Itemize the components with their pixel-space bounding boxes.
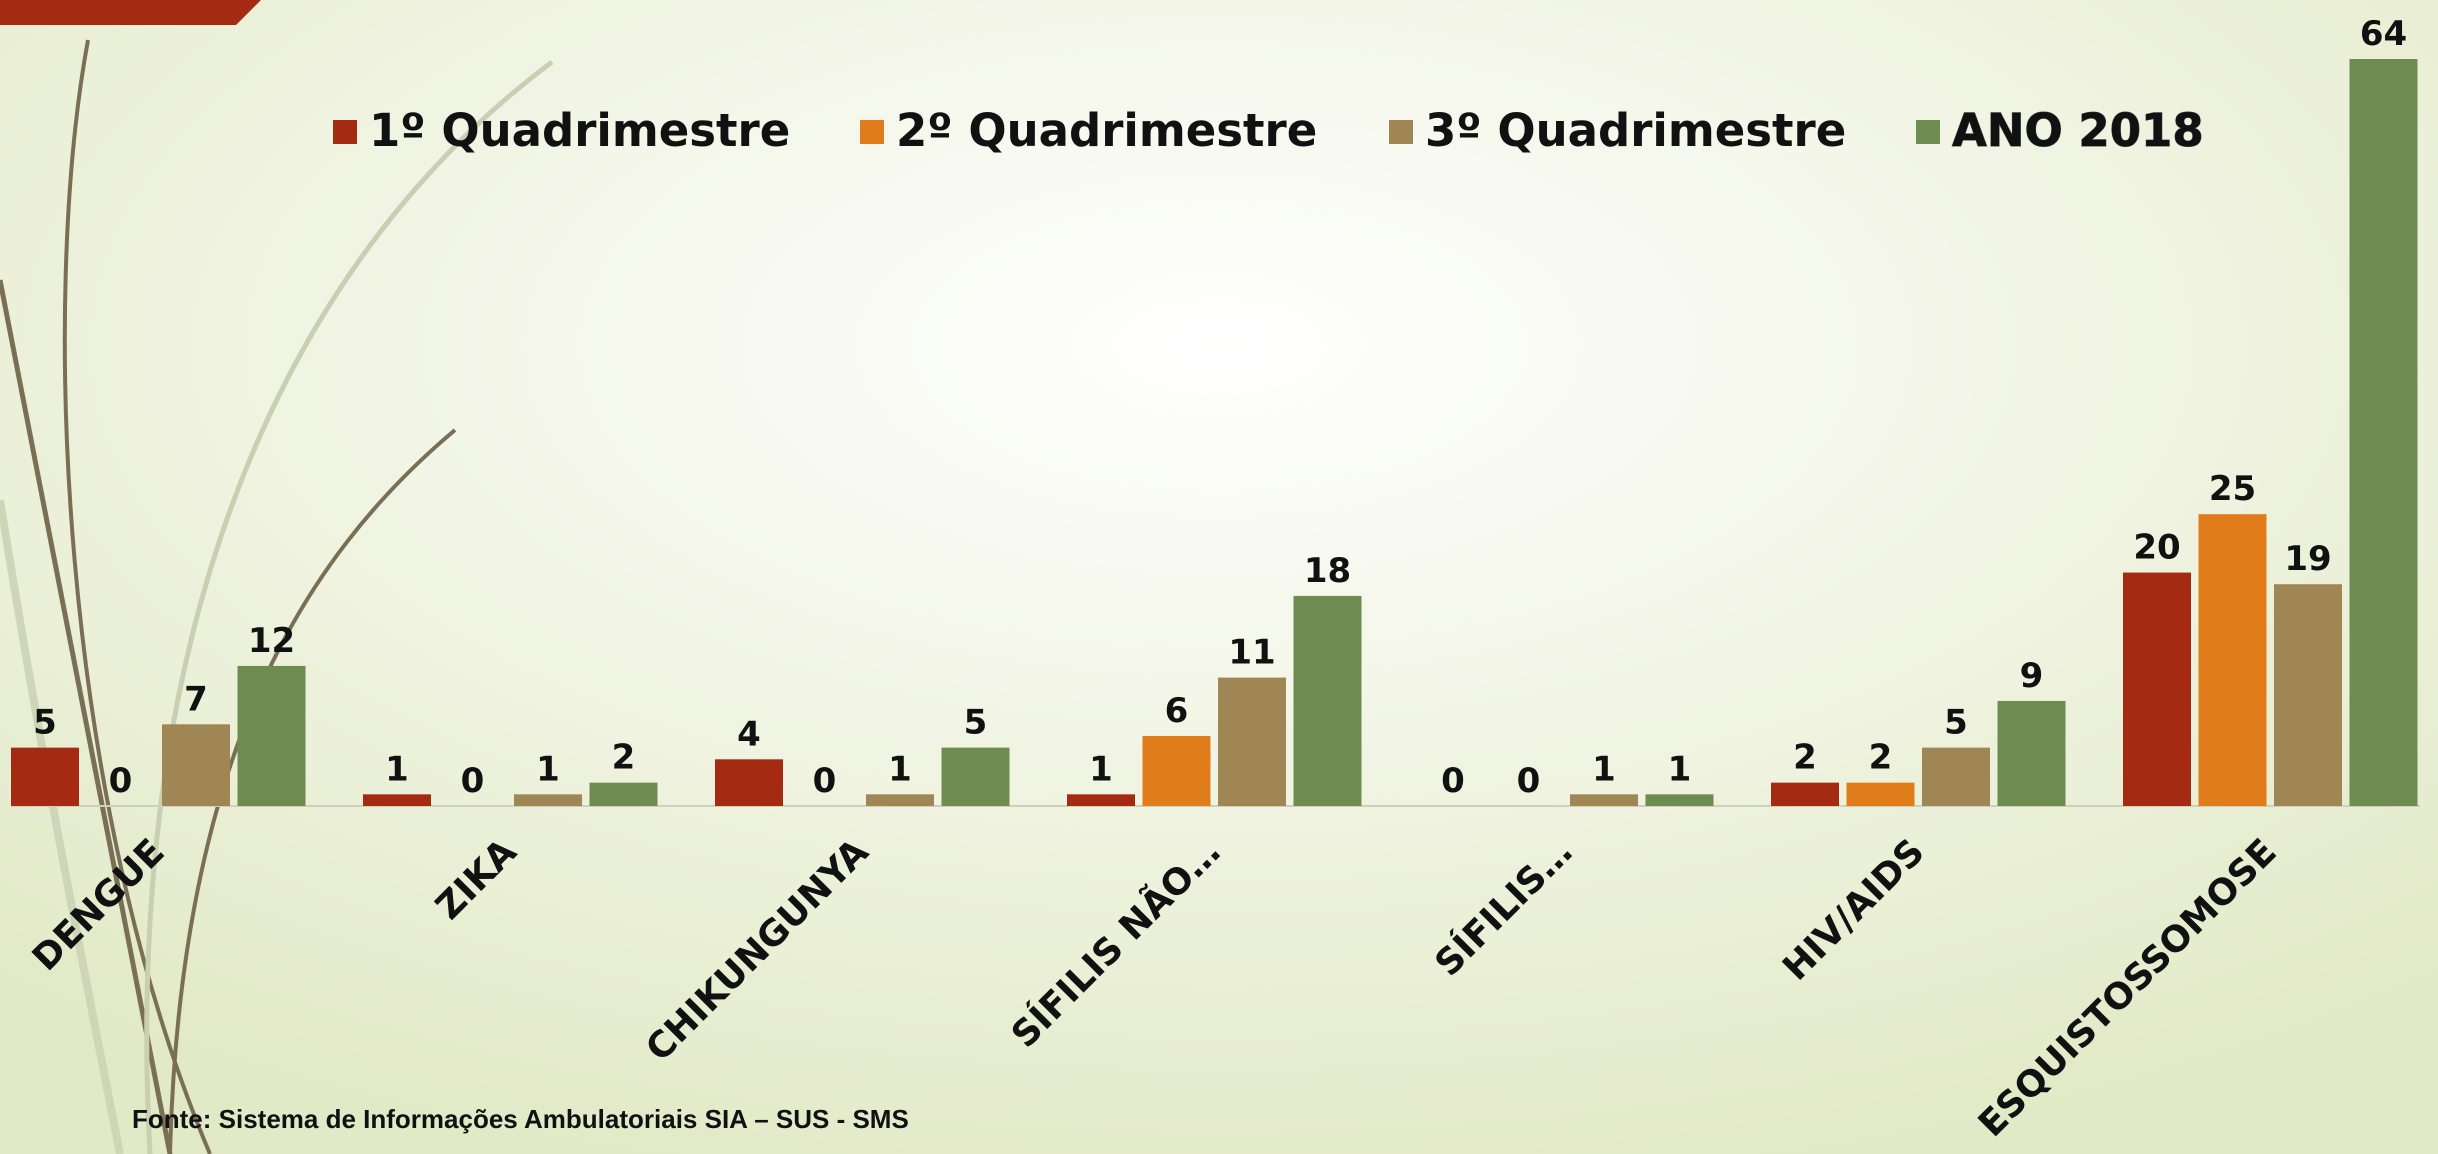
bar <box>1846 782 1915 806</box>
data-label: 0 <box>1441 761 1465 801</box>
data-label: 5 <box>1944 703 1968 743</box>
bar <box>1922 747 1990 806</box>
legend-swatch <box>333 120 357 144</box>
data-label: 20 <box>2133 528 2180 568</box>
legend-swatch <box>1389 120 1413 144</box>
bar <box>2274 584 2342 806</box>
data-label: 0 <box>1517 761 1541 801</box>
data-label: 0 <box>813 761 837 801</box>
data-label: 11 <box>1228 633 1275 673</box>
bar <box>1218 677 1286 806</box>
data-label: 1 <box>1668 749 1692 789</box>
legend-label: 2º Quadrimestre <box>896 104 1317 157</box>
data-label: 1 <box>536 749 560 789</box>
legend-swatch <box>860 120 884 144</box>
bar <box>941 747 1010 806</box>
data-label: 7 <box>184 679 208 719</box>
data-label: 1 <box>385 749 409 789</box>
bar <box>11 747 79 806</box>
legend-swatch <box>1916 120 1940 144</box>
data-label: 12 <box>248 621 295 661</box>
data-label: 18 <box>1304 551 1351 591</box>
data-label: 5 <box>964 703 988 743</box>
data-label: 1 <box>888 749 912 789</box>
bar <box>715 759 783 806</box>
bar <box>2349 59 2418 806</box>
data-label: 1 <box>1089 749 1113 789</box>
bar <box>162 724 230 806</box>
data-label: 5 <box>33 703 57 743</box>
source-note: Fonte: Sistema de Informações Ambulatori… <box>132 1104 909 1134</box>
bar <box>1293 595 1362 806</box>
bar <box>1771 782 1839 806</box>
data-label: 19 <box>2284 539 2331 579</box>
data-label: 64 <box>2360 14 2407 54</box>
data-label: 25 <box>2209 469 2256 509</box>
bar <box>514 794 582 806</box>
data-label: 1 <box>1592 749 1616 789</box>
corner-band <box>0 0 261 25</box>
legend-label: ANO 2018 <box>1952 104 2204 157</box>
decoration <box>0 39 554 1154</box>
data-label: 0 <box>461 761 485 801</box>
legend-label: 1º Quadrimestre <box>369 104 790 157</box>
bar <box>2123 572 2191 806</box>
bar <box>1570 794 1638 806</box>
legend-label: 3º Quadrimestre <box>1425 104 1846 157</box>
bar <box>363 794 431 806</box>
bar <box>2198 514 2267 806</box>
bar <box>589 782 658 806</box>
data-label: 9 <box>2020 656 2044 696</box>
bar <box>237 665 306 806</box>
data-label: 6 <box>1165 691 1189 731</box>
data-label: 4 <box>737 714 761 754</box>
bar <box>1142 735 1211 806</box>
bar <box>1645 794 1714 806</box>
data-label: 0 <box>109 761 133 801</box>
data-label: 2 <box>1869 738 1893 778</box>
bar <box>1997 700 2066 806</box>
bar <box>1067 794 1135 806</box>
data-label: 2 <box>612 738 636 778</box>
bar <box>866 794 934 806</box>
data-label: 2 <box>1793 738 1817 778</box>
